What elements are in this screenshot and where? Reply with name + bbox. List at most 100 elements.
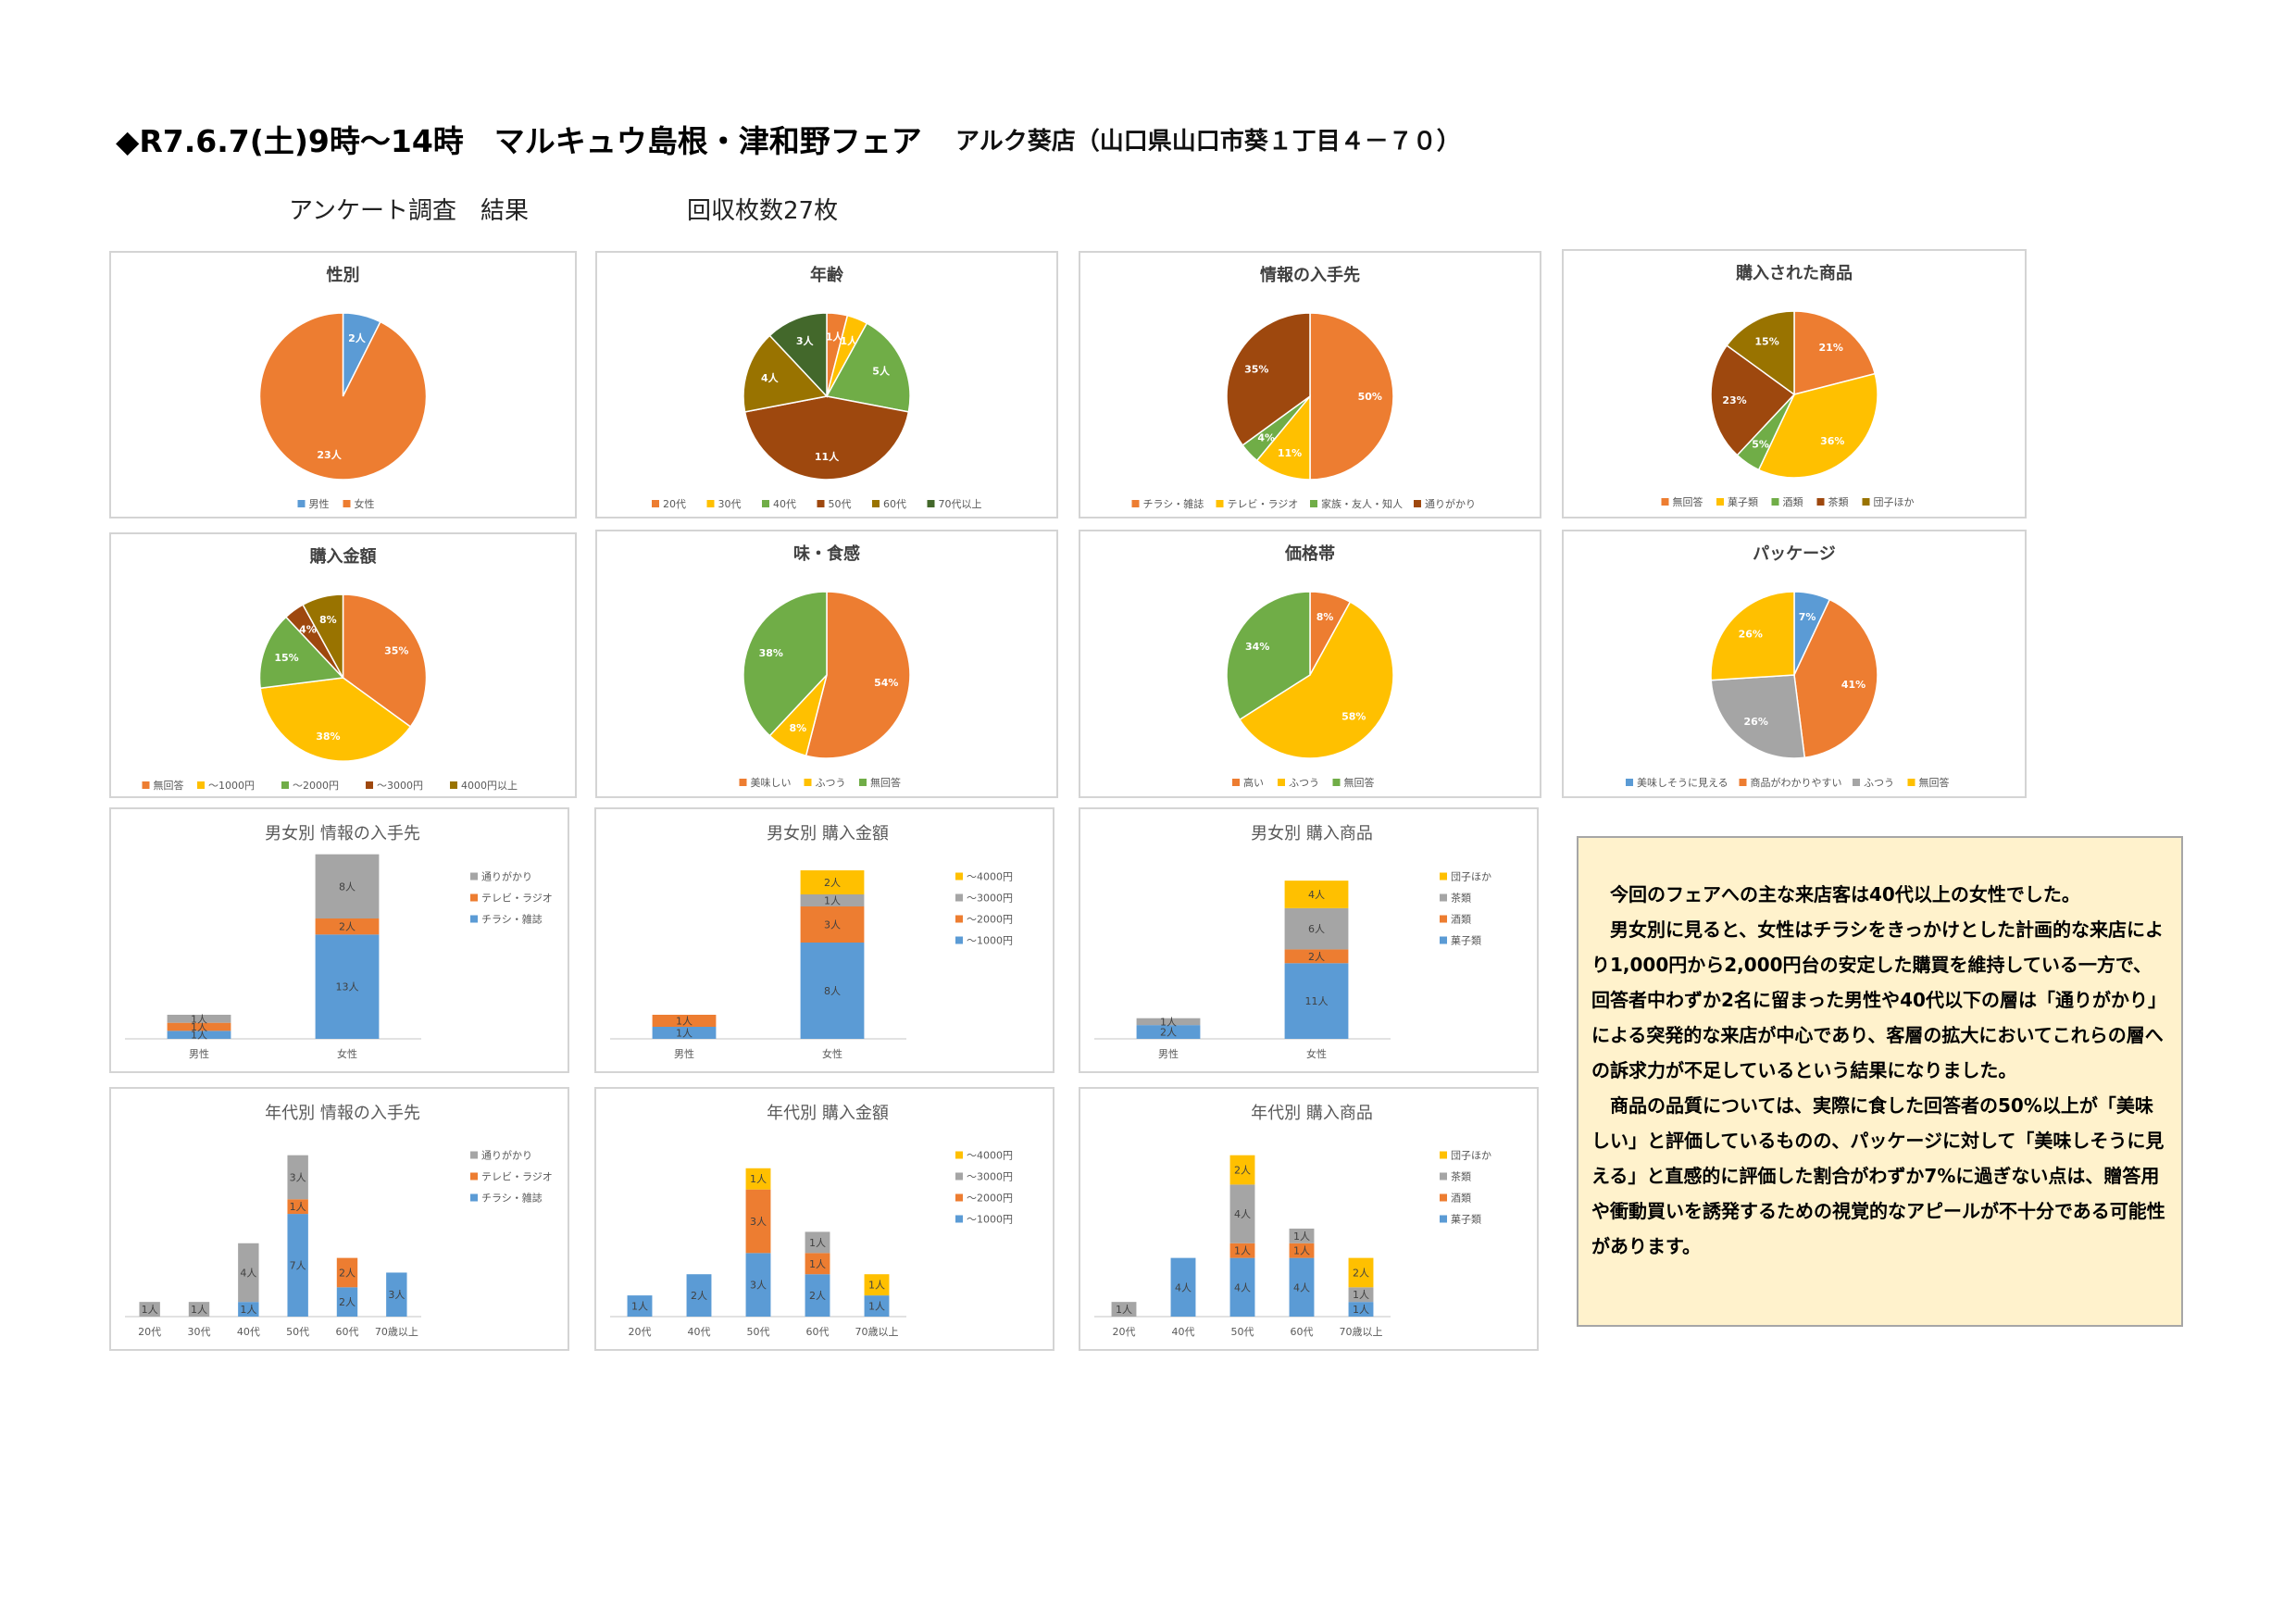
pie-slice xyxy=(1710,344,1796,456)
pie-data-label: 54% xyxy=(874,677,898,689)
chart-title: 男女別 購入商品 xyxy=(1251,824,1373,843)
pie-data-label: 26% xyxy=(1744,716,1768,728)
legend-swatch xyxy=(652,500,659,507)
legend-label: ふつう xyxy=(1289,777,1319,789)
legend-swatch xyxy=(804,779,812,786)
pie-slice xyxy=(1757,372,1878,479)
bar-data-label: 1人 xyxy=(191,1304,207,1316)
chart-title: 年齢 xyxy=(810,265,844,285)
source-pie-chart: 情報の入手先 50% 11% 4% 35% チラシ・雑誌 テレビ・ラジオ 家族・友人・知人 通り… xyxy=(1079,251,1541,518)
bar-segment xyxy=(1348,1287,1374,1303)
pie-data-label: 1人 xyxy=(826,331,844,344)
chart-title: 男女別 購入金額 xyxy=(767,824,889,843)
bar-segment xyxy=(800,870,865,894)
legend-swatch xyxy=(470,1193,478,1202)
x-tick-label: 女性 xyxy=(1306,1047,1327,1060)
collected-count-label: 回収枚数27枚 xyxy=(687,197,839,225)
pie-data-label: 15% xyxy=(1754,335,1778,347)
bar-data-label: 1人 xyxy=(824,895,841,907)
bar-segment xyxy=(1289,1243,1315,1258)
legend-label: 70代以上 xyxy=(939,498,982,510)
bar-segment xyxy=(800,906,865,943)
pie-slice xyxy=(743,395,910,481)
pie-data-label: 26% xyxy=(1739,629,1763,641)
legend-label: 商品がわかりやすい xyxy=(1751,776,1842,789)
legend-swatch xyxy=(706,500,715,507)
package-pie-chart: パッケージ 7% 41% 26% 26% 美味しそうに見える 商品がわかりやすい ふつう 無回答 xyxy=(1562,530,2027,798)
legend-label: 無回答 xyxy=(870,776,901,789)
pie-data-label: 8% xyxy=(319,614,337,626)
legend-label: 無回答 xyxy=(1344,776,1375,789)
legend-swatch xyxy=(1232,779,1240,786)
legend-label: 通りがかり xyxy=(481,870,532,883)
bar-data-label: 3人 xyxy=(290,1171,306,1183)
pie-data-label: 4% xyxy=(1257,431,1275,443)
chart-title: 味・食感 xyxy=(793,543,860,564)
bar-data-label: 8人 xyxy=(339,881,356,893)
bar-segment xyxy=(805,1253,830,1275)
legend-label: 50代 xyxy=(829,498,852,510)
x-tick-label: 男性 xyxy=(674,1047,694,1060)
product-pie-chart: 購入された商品 21% 36% 5% 23% 15% 無回答 菓子類 酒類 茶類 団子ほか xyxy=(1562,249,2027,518)
legend-swatch xyxy=(366,781,373,789)
legend-label: ～1000円 xyxy=(208,780,255,792)
legend-swatch xyxy=(470,893,478,902)
bar-data-label: 4人 xyxy=(1234,1281,1251,1293)
legend-label: 美味しい xyxy=(751,777,792,789)
pie-data-label: 15% xyxy=(274,652,298,664)
legend-swatch xyxy=(1440,1193,1447,1202)
legend-label: ふつう xyxy=(816,777,846,789)
bar-data-label: 1人 xyxy=(676,1028,693,1040)
bar-data-label: 2人 xyxy=(1353,1267,1369,1279)
bar-segment xyxy=(652,1015,717,1027)
bar-segment xyxy=(336,1257,358,1288)
chart-svg: 購入金額 35% 38% 15% 4%8% 無回答 ～1000円 ～2000円 ～3000円 40… xyxy=(142,546,518,792)
legend-label: 酒類 xyxy=(1451,914,1471,926)
gender-pie-chart: 性別 2人 23人 男性 女性 xyxy=(109,251,577,518)
legend-swatch xyxy=(1907,779,1915,786)
x-tick-label: 60代 xyxy=(1291,1326,1314,1338)
legend-label: 無回答 xyxy=(1673,495,1703,508)
price-pie-chart: 価格帯 8% 58% 34% 高い ふつう 無回答 xyxy=(1079,530,1541,798)
pie-data-label: 23% xyxy=(1722,394,1746,406)
legend-label: 男性 xyxy=(309,497,330,510)
bar-segment xyxy=(864,1295,890,1317)
legend-swatch xyxy=(1414,500,1421,507)
legend-label: 30代 xyxy=(718,498,742,510)
bar-segment xyxy=(315,934,380,1039)
bar-data-label: 3人 xyxy=(388,1289,405,1301)
pie-slice xyxy=(1793,598,1878,759)
legend-swatch xyxy=(1310,500,1317,507)
legend-swatch xyxy=(470,1172,478,1181)
legend-label: 茶類 xyxy=(1451,1171,1471,1183)
pie-slice xyxy=(742,591,828,737)
title-row: ◆R7.6.7(土)9時～14時 マルキュウ島根・津和野フェア xyxy=(116,117,922,159)
chart-svg: 価格帯 8% 58% 34% 高い ふつう 無回答 xyxy=(1226,543,1394,789)
pie-data-label: 50% xyxy=(1358,391,1382,403)
bar-data-label: 3人 xyxy=(824,919,841,931)
bar-segment xyxy=(287,1155,308,1200)
legend-swatch xyxy=(1739,779,1747,786)
pie-slice xyxy=(1238,601,1394,759)
pie-data-label: 11% xyxy=(1278,447,1302,459)
legend-swatch xyxy=(197,781,205,789)
legend-swatch xyxy=(1440,893,1447,902)
x-tick-label: 男性 xyxy=(189,1047,209,1060)
x-tick-label: 20代 xyxy=(138,1326,161,1338)
legend-swatch xyxy=(1440,1151,1447,1159)
summary-box: 今回のフェアへの主な来店客は40代以上の女性でした。 男女別に見ると、女性はチラ… xyxy=(1577,836,2183,1327)
bar-data-label: 2人 xyxy=(824,877,841,889)
legend-label: 菓子類 xyxy=(1728,496,1758,508)
bar-data-label: 1人 xyxy=(290,1201,306,1213)
pie-data-label: 21% xyxy=(1819,342,1843,354)
pie-data-label: 34% xyxy=(1245,641,1269,653)
bar-data-label: 4人 xyxy=(1234,1208,1251,1220)
legend-swatch xyxy=(343,500,351,507)
chart-title: パッケージ xyxy=(1753,544,1836,564)
bar-data-label: 4人 xyxy=(1308,889,1325,901)
bar-data-label: 1人 xyxy=(1293,1230,1310,1243)
bar-data-label: 2人 xyxy=(1160,1027,1177,1039)
bar-data-label: 4人 xyxy=(1175,1281,1192,1293)
legend-swatch xyxy=(739,779,747,786)
